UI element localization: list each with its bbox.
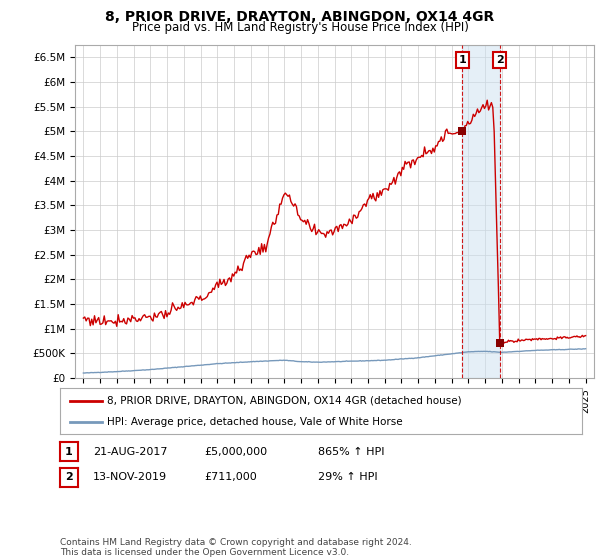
Text: £711,000: £711,000 [204, 472, 257, 482]
Text: HPI: Average price, detached house, Vale of White Horse: HPI: Average price, detached house, Vale… [107, 417, 403, 427]
Text: 13-NOV-2019: 13-NOV-2019 [93, 472, 167, 482]
Text: 1: 1 [65, 447, 73, 457]
Text: 1: 1 [458, 55, 466, 65]
Text: Contains HM Land Registry data © Crown copyright and database right 2024.
This d: Contains HM Land Registry data © Crown c… [60, 538, 412, 557]
Text: 8, PRIOR DRIVE, DRAYTON, ABINGDON, OX14 4GR: 8, PRIOR DRIVE, DRAYTON, ABINGDON, OX14 … [106, 10, 494, 24]
Text: 2: 2 [65, 472, 73, 482]
Text: 29% ↑ HPI: 29% ↑ HPI [318, 472, 377, 482]
Text: Price paid vs. HM Land Registry's House Price Index (HPI): Price paid vs. HM Land Registry's House … [131, 21, 469, 34]
Text: 8, PRIOR DRIVE, DRAYTON, ABINGDON, OX14 4GR (detached house): 8, PRIOR DRIVE, DRAYTON, ABINGDON, OX14 … [107, 396, 461, 406]
Text: 865% ↑ HPI: 865% ↑ HPI [318, 447, 385, 457]
Text: £5,000,000: £5,000,000 [204, 447, 267, 457]
Text: 2: 2 [496, 55, 503, 65]
Bar [463, 45, 500, 378]
Text: 21-AUG-2017: 21-AUG-2017 [93, 447, 167, 457]
